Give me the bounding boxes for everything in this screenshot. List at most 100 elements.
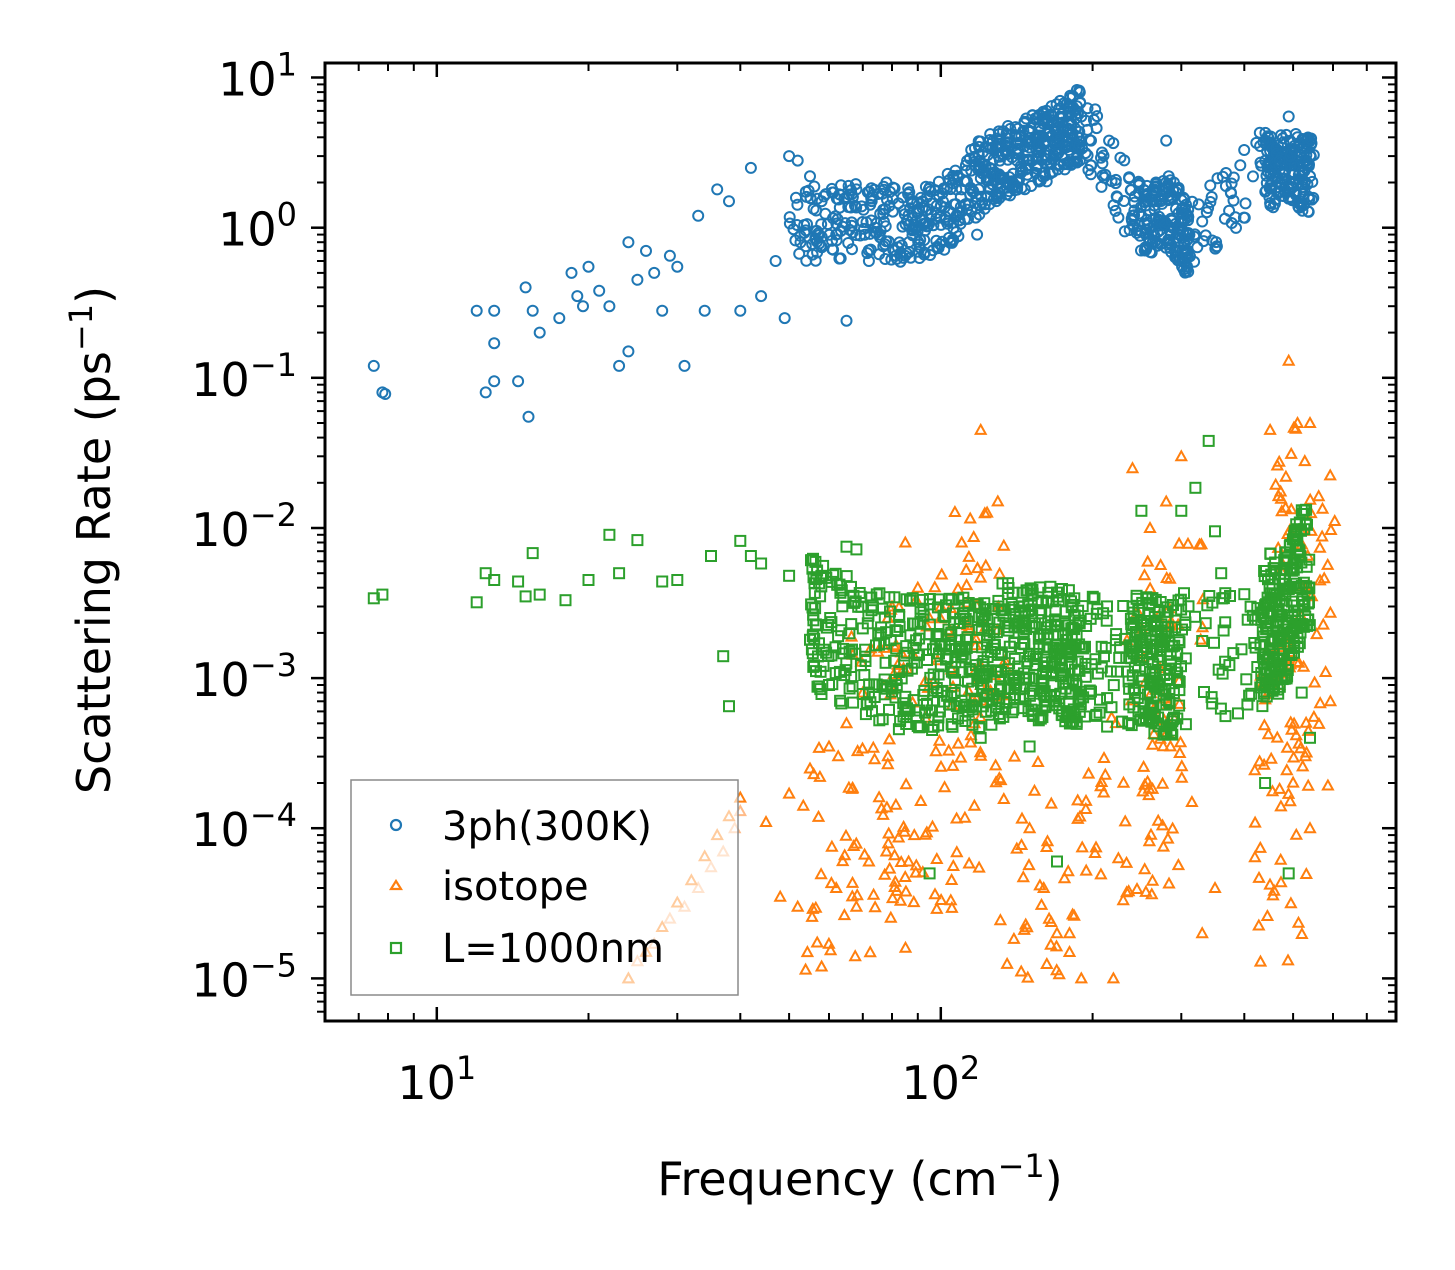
3ph-point <box>833 201 846 214</box>
3ph-point <box>1114 151 1127 164</box>
isotope-point <box>973 745 988 758</box>
l1000nm-point <box>956 666 969 679</box>
3ph-point <box>1205 191 1218 203</box>
l1000nm-point <box>1037 660 1050 673</box>
isotope-point <box>1156 839 1171 852</box>
3ph-point <box>1009 129 1022 141</box>
l1000nm-point <box>1105 701 1118 714</box>
l1000nm-point <box>897 710 910 723</box>
3ph-point <box>840 314 853 327</box>
3ph-point <box>577 300 589 313</box>
3ph-point <box>793 247 806 260</box>
isotope-point <box>1010 841 1024 854</box>
l1000nm-point <box>1123 698 1136 711</box>
3ph-point <box>1148 229 1161 242</box>
legend-marker-3ph <box>389 818 403 832</box>
isotope-point <box>1027 783 1042 796</box>
l1000nm-point <box>1282 583 1295 595</box>
isotope-point <box>1289 421 1303 434</box>
l1000nm-point <box>1086 590 1099 603</box>
isotope-point <box>1252 870 1266 883</box>
isotope-point <box>1257 757 1271 770</box>
isotope-point <box>1315 501 1330 514</box>
l1000nm-point <box>1223 659 1236 672</box>
l1000nm-point <box>1093 706 1106 719</box>
isotope-point <box>1303 821 1317 834</box>
l1000nm-point <box>1208 636 1220 649</box>
3ph-point <box>1273 154 1286 167</box>
3ph-point <box>1095 151 1107 164</box>
3ph-point <box>899 249 912 262</box>
l1000nm-point <box>1199 617 1212 630</box>
3ph-point <box>809 225 821 238</box>
3ph-point <box>663 249 676 262</box>
l1000nm-point <box>1256 700 1269 713</box>
l1000nm-point <box>992 648 1005 661</box>
isotope-point <box>800 945 815 958</box>
isotope-point <box>811 809 826 822</box>
l1000nm-point <box>983 629 996 642</box>
3ph-point <box>1096 169 1109 182</box>
l1000nm-point <box>981 688 994 700</box>
isotope-point <box>806 901 820 914</box>
isotope-point <box>979 558 993 571</box>
isotope-point <box>1284 896 1298 909</box>
3ph-point <box>723 195 735 208</box>
isotope-point <box>958 810 972 823</box>
3ph-point <box>622 345 635 358</box>
isotope-point <box>1062 944 1077 957</box>
3ph-point <box>1051 163 1064 176</box>
isotope-point <box>899 777 913 790</box>
3ph-point <box>1131 224 1144 237</box>
isotope-point <box>1312 489 1326 502</box>
l1000nm-point <box>859 655 872 667</box>
l1000nm-point <box>1071 655 1084 668</box>
l1000nm-point <box>1219 616 1232 629</box>
y-tick-label: 10−2 <box>191 496 297 557</box>
3ph-point <box>1030 150 1043 162</box>
l1000nm-point <box>806 601 819 614</box>
3ph-point <box>1287 142 1300 155</box>
3ph-point <box>913 238 926 251</box>
isotope-point <box>1324 522 1338 535</box>
isotope-point <box>877 640 892 653</box>
isotope-point <box>962 549 976 562</box>
l1000nm-point <box>957 591 970 604</box>
isotope-point <box>880 800 894 813</box>
isotope-point <box>839 716 854 729</box>
isotope-point <box>945 900 959 913</box>
l1000nm-point <box>1215 567 1228 580</box>
l1000nm-point <box>376 588 389 601</box>
3ph-point <box>1012 148 1025 161</box>
l1000nm-point <box>1091 667 1104 680</box>
l1000nm-point <box>963 663 976 676</box>
l1000nm-point <box>582 574 595 586</box>
3ph-point <box>1200 206 1213 219</box>
l1000nm-point <box>1163 695 1176 708</box>
3ph-point <box>1278 172 1290 185</box>
l1000nm-point <box>1155 682 1168 695</box>
3ph-point <box>1008 184 1021 197</box>
isotope-point <box>1138 862 1152 875</box>
l1000nm-point <box>671 574 684 586</box>
isotope-point <box>1248 815 1262 828</box>
isotope-point <box>1145 873 1160 886</box>
l1000nm-point <box>859 708 872 721</box>
l1000nm-point <box>846 680 859 693</box>
3ph-point <box>533 326 546 339</box>
plot-frame <box>323 61 1398 1023</box>
isotope-point <box>883 861 897 874</box>
isotope-point <box>1140 774 1155 787</box>
isotope-point <box>1264 751 1278 764</box>
3ph-point <box>631 273 644 286</box>
l1000nm-point <box>1078 710 1091 723</box>
isotope-point <box>1156 739 1170 752</box>
3ph-point <box>1268 197 1281 210</box>
isotope-point <box>1044 796 1058 809</box>
isotope-point <box>1097 785 1111 798</box>
isotope-point <box>1298 454 1312 467</box>
isotope-point <box>1296 759 1310 772</box>
3ph-point <box>1109 204 1122 217</box>
l1000nm-point <box>1065 709 1078 722</box>
l1000nm-point <box>946 720 959 733</box>
